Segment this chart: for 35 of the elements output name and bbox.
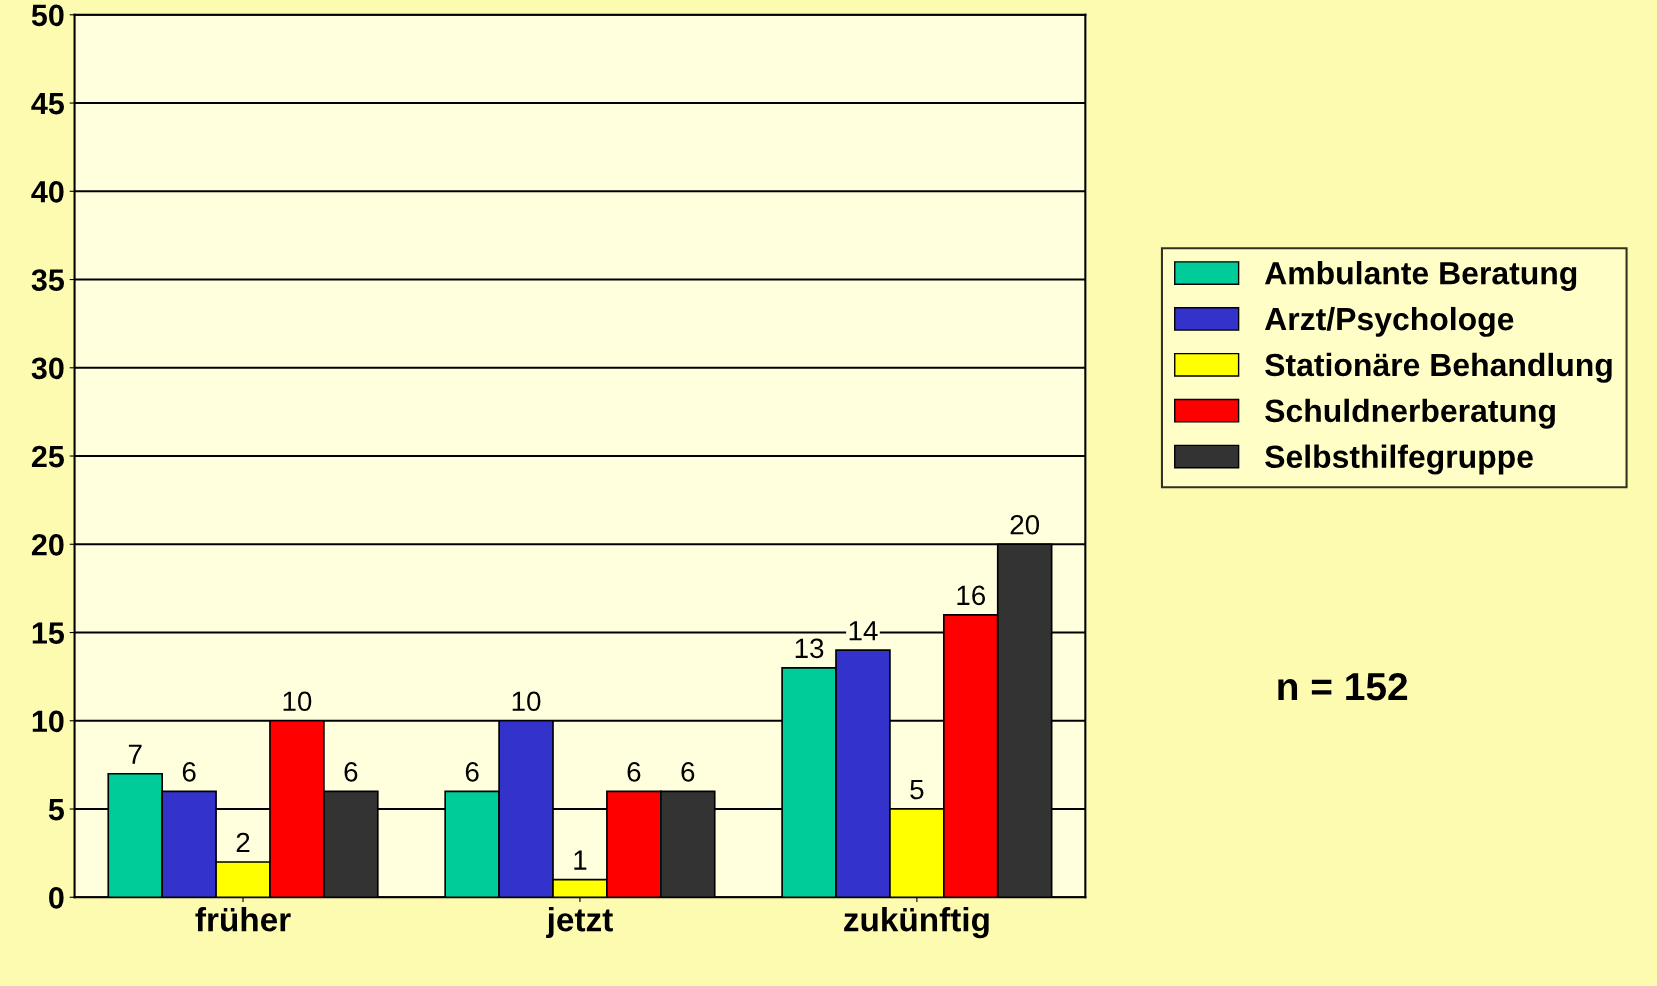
y-tick-label: 10 bbox=[32, 710, 64, 733]
y-tick-label: 30 bbox=[31, 357, 64, 380]
legend-label: Stationäre Behandlung bbox=[1265, 352, 1612, 383]
y-tick-label: 40 bbox=[31, 181, 64, 203]
y-tick-label: 25 bbox=[31, 445, 64, 468]
y-tick-label: 15 bbox=[32, 622, 64, 644]
legend-label: Schuldnerberatung bbox=[1265, 398, 1555, 429]
data-label: 6 bbox=[627, 762, 641, 782]
x-tick-label: zukünftig bbox=[844, 906, 989, 939]
y-tick-label: 35 bbox=[31, 269, 64, 291]
x-tick-label: früher bbox=[195, 906, 291, 932]
data-label: 13 bbox=[795, 638, 824, 659]
data-label: 20 bbox=[1010, 514, 1040, 535]
data-label: 6 bbox=[182, 762, 196, 782]
legend-label: Selbsthilfegruppe bbox=[1265, 444, 1533, 475]
data-label: 6 bbox=[681, 762, 695, 782]
data-label: 10 bbox=[512, 691, 541, 712]
data-label: 7 bbox=[128, 744, 142, 764]
data-label: 5 bbox=[910, 779, 924, 800]
y-tick-label: 20 bbox=[31, 534, 64, 556]
y-tick-label: 5 bbox=[48, 799, 64, 821]
data-label: 6 bbox=[465, 762, 479, 782]
legend-label: Ambulante Beratung bbox=[1264, 261, 1577, 291]
y-tick-label: 45 bbox=[31, 93, 64, 115]
legend-label: Arzt/Psychologe bbox=[1264, 306, 1514, 337]
x-tick-label: jetzt bbox=[546, 906, 613, 939]
data-label: 1 bbox=[574, 850, 587, 870]
y-tick-label: 50 bbox=[31, 4, 64, 27]
text: n = 152 bbox=[1278, 672, 1408, 701]
data-label: 16 bbox=[957, 585, 986, 606]
data-label: 6 bbox=[344, 762, 358, 782]
data-label: 10 bbox=[283, 691, 312, 712]
data-label: 14 bbox=[849, 621, 878, 641]
y-tick-label: 0 bbox=[49, 887, 64, 909]
data-label: 2 bbox=[236, 832, 250, 853]
